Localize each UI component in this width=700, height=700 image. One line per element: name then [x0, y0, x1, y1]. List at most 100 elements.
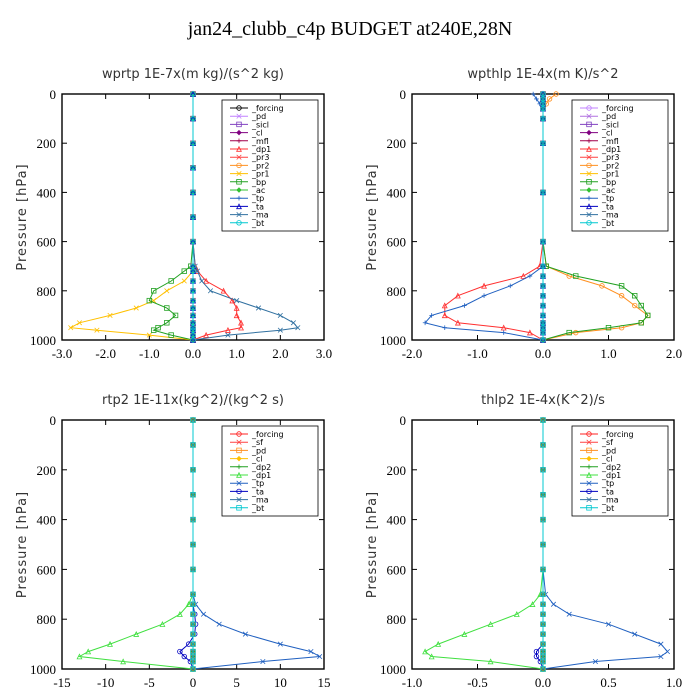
legend-marker — [586, 187, 592, 193]
series-point-dp1 — [224, 326, 231, 333]
y-tick-label: 1000 — [30, 333, 56, 348]
series-point-dp1 — [120, 658, 127, 665]
series-point-ma — [225, 332, 231, 338]
series-point-dp1 — [159, 620, 166, 627]
series-point-bp — [168, 332, 174, 338]
series-point-bt — [190, 442, 196, 448]
series-point-bt — [190, 631, 196, 637]
series-point-tp — [422, 320, 428, 326]
series-point-ma — [277, 312, 283, 318]
legend-label: _pd — [251, 112, 266, 121]
series-point-bt — [540, 263, 546, 269]
legend-marker — [586, 497, 592, 503]
series-point-tp — [507, 283, 513, 289]
series-point-bt — [540, 591, 546, 597]
series-point-bp — [168, 278, 174, 284]
legend-label: _bp — [601, 178, 616, 187]
series-point-tp — [242, 631, 248, 637]
legend-label: _sicl — [601, 120, 619, 129]
legend-marker — [586, 195, 592, 201]
series-point-tp — [566, 611, 572, 617]
series-point-tp — [317, 653, 323, 660]
legend-marker — [236, 195, 242, 201]
x-tick-label: 1.0 — [600, 346, 616, 361]
series-point-dp1 — [520, 272, 527, 279]
legend-marker — [236, 431, 242, 437]
series-point-bt — [190, 238, 196, 245]
legend-label: _tp — [251, 479, 264, 488]
series-point-bt — [540, 283, 546, 289]
legend-marker — [586, 447, 592, 454]
series-point-bp — [150, 288, 157, 294]
series-point-bp — [632, 293, 638, 299]
legend-label: _dp1 — [601, 145, 621, 154]
legend-marker — [236, 145, 242, 152]
x-tick-label: 15 — [318, 675, 331, 690]
x-tick-label: -5 — [144, 675, 155, 690]
series-point-bt — [540, 302, 546, 309]
x-tick-label: 2.0 — [666, 346, 682, 361]
legend-label: _cl — [251, 455, 263, 464]
legend-marker — [236, 105, 242, 111]
x-tick-label: 0.0 — [535, 675, 551, 690]
series-point-bt — [190, 325, 196, 331]
legend-label: _pd — [601, 112, 616, 121]
series-point-bt — [190, 288, 196, 294]
legend-label: _ta — [251, 202, 264, 211]
legend-marker — [236, 129, 242, 136]
legend-marker — [586, 162, 592, 169]
x-tick-label: -15 — [53, 675, 70, 690]
series-point-bp — [172, 312, 179, 319]
series-point-dp1 — [529, 601, 536, 607]
series-point-tp — [216, 621, 222, 627]
y-tick-label: 1000 — [30, 662, 56, 677]
legend-marker — [236, 121, 242, 128]
legend-label: _bp — [251, 178, 266, 187]
series-point-ta — [181, 653, 187, 660]
series-point-ma — [207, 288, 214, 294]
legend-marker — [586, 212, 592, 218]
x-tick-label: 0.0 — [185, 346, 201, 361]
series-point-bp — [638, 320, 644, 326]
legend-marker — [236, 471, 242, 478]
series-point-dp1 — [233, 312, 240, 319]
legend: _forcing_sf_pd_cl_dp2_dp1_tp_ta_ma_bt — [221, 425, 319, 517]
series-point-tp — [550, 601, 557, 607]
series-line-dp1 — [444, 94, 544, 341]
legend-marker — [236, 439, 242, 445]
y-tick-label: 0 — [400, 413, 407, 428]
series-point-ma — [194, 268, 200, 274]
series-point-tp — [658, 641, 664, 647]
series-point-dp1 — [481, 282, 487, 289]
series-point-bt — [190, 214, 196, 220]
legend-label: _pr2 — [251, 161, 269, 170]
series-point-pr1 — [133, 305, 139, 311]
x-tick-label: -0.5 — [467, 675, 488, 690]
y-axis-label: Pressure [hPa] — [365, 491, 380, 598]
x-tick-label: 5 — [233, 675, 240, 690]
legend-label: _bt — [601, 504, 614, 513]
legend-marker — [586, 105, 592, 111]
y-tick-label: 800 — [37, 612, 57, 627]
series-point-tp — [527, 273, 533, 279]
series-point-bt — [190, 467, 196, 473]
x-tick-label: 2.0 — [272, 346, 288, 361]
legend-marker — [236, 220, 242, 226]
legend-label: _ma — [251, 496, 269, 505]
legend-marker — [586, 154, 592, 160]
legend-marker — [586, 471, 592, 478]
series-point-bt — [190, 541, 196, 548]
y-tick-label: 0 — [50, 87, 57, 102]
x-tick-label: -1.0 — [402, 675, 423, 690]
series-point-bt — [190, 115, 196, 122]
x-tick-label: 3.0 — [316, 346, 332, 361]
legend-label: _pd — [601, 446, 616, 455]
panel-title: wpthlp 1E-4x(m K)/s^2 — [467, 67, 618, 82]
legend-marker — [236, 447, 242, 454]
series-point-bt — [540, 566, 546, 573]
series-point-bt — [540, 621, 546, 627]
series-point-bt — [540, 666, 546, 672]
legend-marker — [236, 138, 242, 144]
legend-label: _pr3 — [251, 153, 269, 162]
series-point-ma — [199, 278, 205, 284]
